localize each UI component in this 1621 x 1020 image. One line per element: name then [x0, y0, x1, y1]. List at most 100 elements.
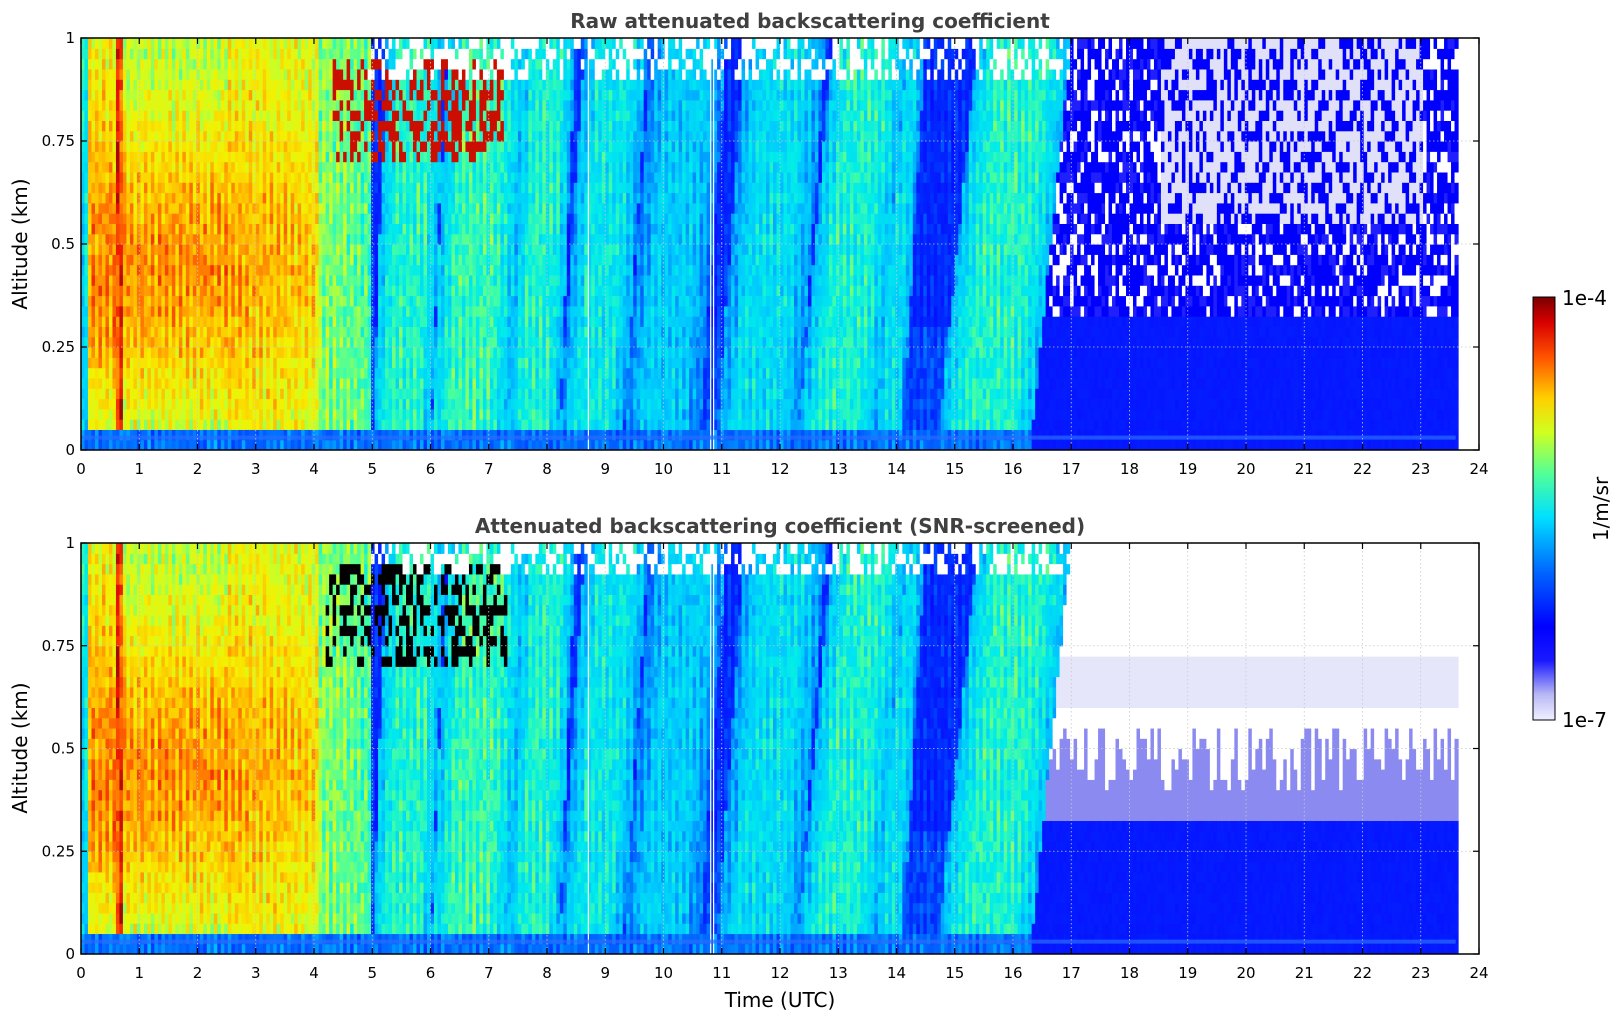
heatmap-cell — [143, 38, 148, 49]
heatmap-cell — [381, 244, 386, 255]
heatmap-cell — [91, 285, 96, 297]
heatmap-cell — [129, 38, 135, 49]
heatmap-cell — [475, 141, 481, 152]
heatmap-cell — [482, 347, 488, 358]
heatmap-cell — [447, 305, 453, 317]
heatmap-cell — [402, 305, 407, 317]
heatmap-cell — [210, 130, 215, 142]
heatmap-cell — [122, 408, 128, 420]
heatmap-cell — [367, 171, 372, 183]
heatmap-cell — [402, 182, 407, 194]
heatmap-cell — [357, 89, 362, 101]
heatmap-cell — [266, 316, 271, 327]
heatmap-cell — [444, 182, 449, 194]
heatmap-cell — [496, 357, 501, 369]
heatmap-cell — [126, 295, 131, 307]
heatmap-cell — [94, 295, 100, 307]
heatmap-cell — [283, 419, 288, 430]
heatmap-cell — [241, 182, 246, 194]
heatmap-cell — [161, 274, 166, 286]
heatmap-cell — [206, 79, 211, 91]
heatmap-cell — [406, 388, 411, 400]
heatmap-cell — [168, 223, 173, 235]
heatmap-cell — [395, 285, 400, 297]
heatmap-cell — [304, 120, 309, 132]
heatmap-cell — [220, 295, 225, 307]
heatmap-cell — [140, 141, 145, 152]
heatmap-cell — [241, 367, 246, 379]
heatmap-cell — [374, 439, 379, 450]
heatmap-cell — [192, 377, 197, 389]
heatmap-cell — [203, 429, 208, 441]
heatmap-cell — [346, 223, 351, 235]
heatmap-cell — [245, 202, 250, 214]
heatmap-cell — [374, 295, 379, 307]
heatmap-cell — [332, 347, 337, 358]
heatmap-cell — [143, 79, 148, 91]
heatmap-cell — [294, 38, 299, 49]
heatmap-cell — [136, 120, 142, 132]
heatmap-cell — [150, 357, 155, 369]
heatmap-cell — [161, 58, 166, 70]
heatmap-cell — [157, 367, 162, 379]
heatmap-cell — [510, 99, 515, 111]
heatmap-cell — [98, 347, 103, 358]
heatmap-cell — [322, 347, 327, 358]
heatmap-cell — [388, 182, 393, 194]
heatmap-cell — [147, 120, 152, 132]
heatmap-cell — [171, 419, 176, 430]
heatmap-cell — [213, 120, 218, 132]
heatmap-cell — [514, 305, 519, 317]
heatmap-cell — [105, 161, 110, 173]
heatmap-cell — [119, 316, 124, 327]
heatmap-cell — [381, 429, 386, 441]
heatmap-cell — [210, 439, 215, 450]
heatmap-cell — [245, 161, 250, 173]
heatmap-cell — [433, 439, 439, 450]
heatmap-cell — [381, 110, 386, 121]
heatmap-cell — [367, 110, 372, 121]
heatmap-cell — [185, 264, 190, 276]
heatmap-cell — [231, 202, 236, 214]
heatmap-cell — [98, 388, 103, 400]
heatmap-cell — [444, 316, 449, 327]
heatmap-cell — [507, 192, 512, 204]
heatmap-cell — [126, 305, 131, 317]
heatmap-cell — [399, 68, 404, 80]
heatmap-cell — [234, 305, 239, 317]
heatmap-cell — [489, 99, 494, 111]
heatmap-cell — [112, 79, 117, 91]
heatmap-cell — [357, 130, 362, 142]
heatmap-cell — [241, 264, 246, 276]
heatmap-cell — [168, 347, 173, 358]
heatmap-cell — [308, 377, 313, 389]
heatmap-cell — [231, 316, 236, 327]
heatmap-cell — [224, 79, 229, 91]
heatmap-cell — [378, 58, 383, 70]
heatmap-cell — [500, 244, 505, 255]
heatmap-cell — [392, 336, 397, 348]
heatmap-cell — [241, 79, 246, 91]
heatmap-cell — [343, 213, 348, 224]
heatmap-cell — [454, 398, 460, 410]
heatmap-cell — [461, 171, 467, 183]
heatmap-cell — [290, 79, 295, 91]
heatmap-cell — [129, 326, 135, 338]
heatmap-cell — [329, 58, 334, 70]
heatmap-cell — [248, 429, 253, 441]
heatmap-cell — [339, 171, 344, 183]
heatmap-cell — [322, 202, 327, 214]
heatmap-cell — [231, 233, 236, 245]
heatmap-cell — [224, 419, 229, 430]
heatmap-cell — [213, 429, 218, 441]
heatmap-cell — [433, 316, 439, 327]
heatmap-cell — [161, 264, 166, 276]
heatmap-cell — [224, 38, 229, 49]
heatmap-cell — [94, 233, 100, 245]
heatmap-cell — [503, 254, 508, 266]
heatmap-cell — [290, 305, 295, 317]
heatmap-cell — [192, 89, 197, 101]
heatmap-cell — [381, 182, 386, 194]
heatmap-cell — [147, 130, 152, 142]
heatmap-cell — [91, 130, 96, 142]
